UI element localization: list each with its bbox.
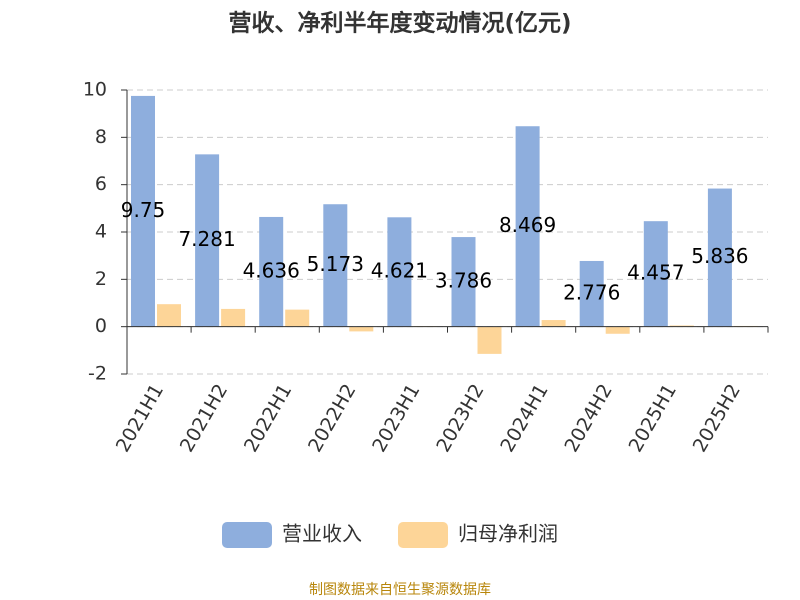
x-tick-label: 2025H2 <box>689 380 745 456</box>
x-tick-label: 2023H1 <box>368 380 424 456</box>
y-tick-label: 0 <box>95 315 107 337</box>
y-tick-label: 6 <box>95 173 107 195</box>
x-tick-label: 2025H1 <box>625 380 681 456</box>
chart-title: 营收、净利半年度变动情况(亿元) <box>228 10 571 37</box>
y-tick-label: 8 <box>95 126 107 148</box>
bar <box>451 237 476 327</box>
bar <box>669 325 694 327</box>
legend-swatch <box>398 522 448 548</box>
bar <box>643 221 668 327</box>
y-tick-label: 2 <box>95 268 107 290</box>
bar <box>541 320 566 327</box>
x-tick-label: 2024H2 <box>560 380 616 456</box>
bar <box>387 217 412 327</box>
y-tick-label: 10 <box>83 79 107 101</box>
x-tick-label: 2021H2 <box>176 380 232 456</box>
data-label: 7.281 <box>178 227 235 251</box>
bar <box>477 326 502 354</box>
x-tick-label: 2022H2 <box>304 380 360 456</box>
data-label: 5.173 <box>307 252 364 276</box>
x-tick-label: 2021H1 <box>112 380 168 456</box>
y-tick-label: -2 <box>88 363 107 385</box>
bar <box>221 308 246 327</box>
bar <box>349 326 374 332</box>
bar <box>515 126 540 327</box>
x-tick-label: 2022H1 <box>240 380 296 456</box>
data-label: 4.621 <box>371 258 428 282</box>
legend-label: 营业收入 <box>282 522 362 546</box>
x-tick-label: 2023H2 <box>432 380 488 456</box>
data-label: 8.469 <box>499 213 556 237</box>
data-label: 3.786 <box>435 268 492 292</box>
data-label: 2.776 <box>563 280 620 304</box>
data-label: 4.457 <box>627 260 684 284</box>
data-label: 5.836 <box>691 244 748 268</box>
y-tick-label: 4 <box>95 221 107 243</box>
bar <box>579 260 604 327</box>
bar <box>605 326 630 334</box>
data-label: 9.75 <box>121 198 166 222</box>
bar <box>707 188 732 327</box>
legend-label: 归母净利润 <box>458 522 558 546</box>
source-note: 制图数据来自恒生聚源数据库 <box>309 582 491 598</box>
bar <box>323 204 348 327</box>
bar <box>259 216 284 327</box>
bar <box>131 95 155 327</box>
bar <box>195 154 220 327</box>
data-label: 4.636 <box>243 258 300 282</box>
legend-swatch <box>222 522 272 548</box>
bar <box>157 304 181 327</box>
x-tick-label: 2024H1 <box>496 380 552 456</box>
bar <box>285 309 310 327</box>
